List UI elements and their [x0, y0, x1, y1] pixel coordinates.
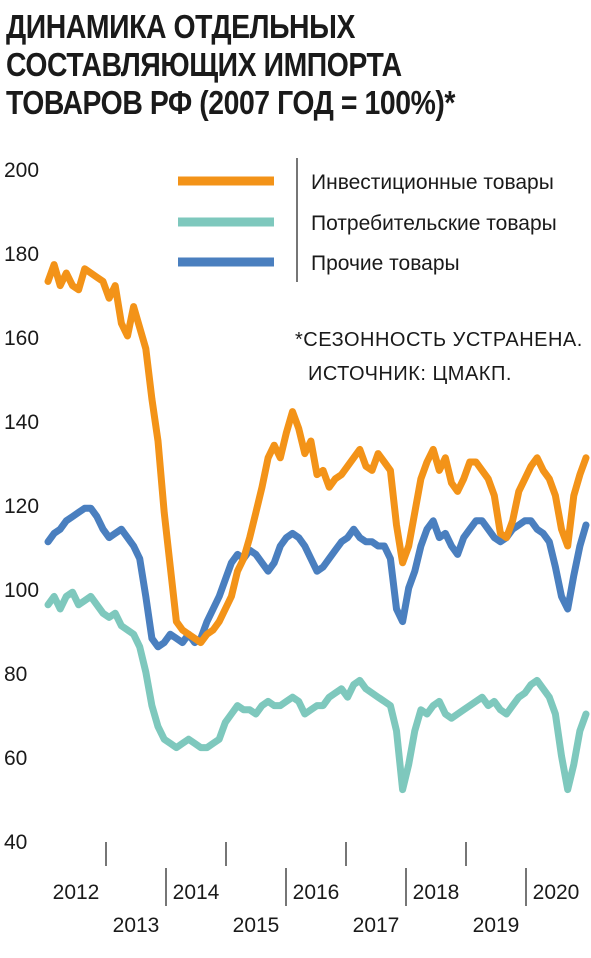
x-tick-label-2012: 2012 [53, 881, 100, 904]
x-tick-label-2013: 2013 [113, 914, 160, 937]
x-tick-label-2018: 2018 [413, 881, 460, 904]
y-tick-label-180: 180 [4, 243, 39, 266]
legend: Инвестиционные товары Потребительские тов… [178, 158, 557, 282]
legend-item-investment-label: Инвестиционные товары [311, 171, 554, 194]
legend-item-other-label: Прочие товары [311, 252, 460, 275]
note-seasonality: *СЕЗОННОСТЬ УСТРАНЕНА. [295, 329, 583, 351]
y-tick-label-160: 160 [4, 327, 39, 350]
x-tick-label-2020: 2020 [533, 881, 580, 904]
x-tick-label-2016: 2016 [293, 881, 340, 904]
y-tick-label-100: 100 [4, 579, 39, 602]
y-tick-label-60: 60 [4, 747, 27, 770]
series-line-consumer [44, 588, 590, 794]
y-tick-label-80: 80 [4, 663, 27, 686]
x-tick-label-2014: 2014 [173, 881, 220, 904]
x-tick-label-2019: 2019 [473, 914, 520, 937]
y-tick-label-200: 200 [4, 159, 39, 182]
series-lines [44, 261, 590, 794]
x-axis: 2012 2013 2014 2015 2016 2017 2018 2019 2020 [53, 842, 580, 937]
series-line-investment [44, 261, 590, 647]
x-tick-label-2015: 2015 [233, 914, 280, 937]
chart-note: *СЕЗОННОСТЬ УСТРАНЕНА. ИСТОЧНИК: ЦМАКП. [295, 329, 583, 385]
series-line-other [44, 504, 590, 651]
note-source: ИСТОЧНИК: ЦМАКП. [308, 363, 512, 385]
chart-title-line-3: ТОВАРОВ РФ (2007 ГОД = 100%)* [6, 84, 456, 121]
y-tick-label-40: 40 [4, 831, 27, 854]
y-axis-ticks: 200 180 160 140 120 100 80 60 40 [4, 159, 39, 854]
chart-title: ДИНАМИКА ОТДЕЛЬНЫХ СОСТАВЛЯЮЩИХ ИМПОРТА … [6, 8, 505, 122]
x-tick-label-2017: 2017 [353, 914, 400, 937]
y-tick-label-140: 140 [4, 411, 39, 434]
chart-title-line-1: ДИНАМИКА ОТДЕЛЬНЫХ [6, 8, 355, 45]
y-tick-label-120: 120 [4, 495, 39, 518]
legend-item-consumer-label: Потребительские товары [311, 212, 557, 235]
chart-title-line-2: СОСТАВЛЯЮЩИХ ИМПОРТА [6, 46, 402, 83]
